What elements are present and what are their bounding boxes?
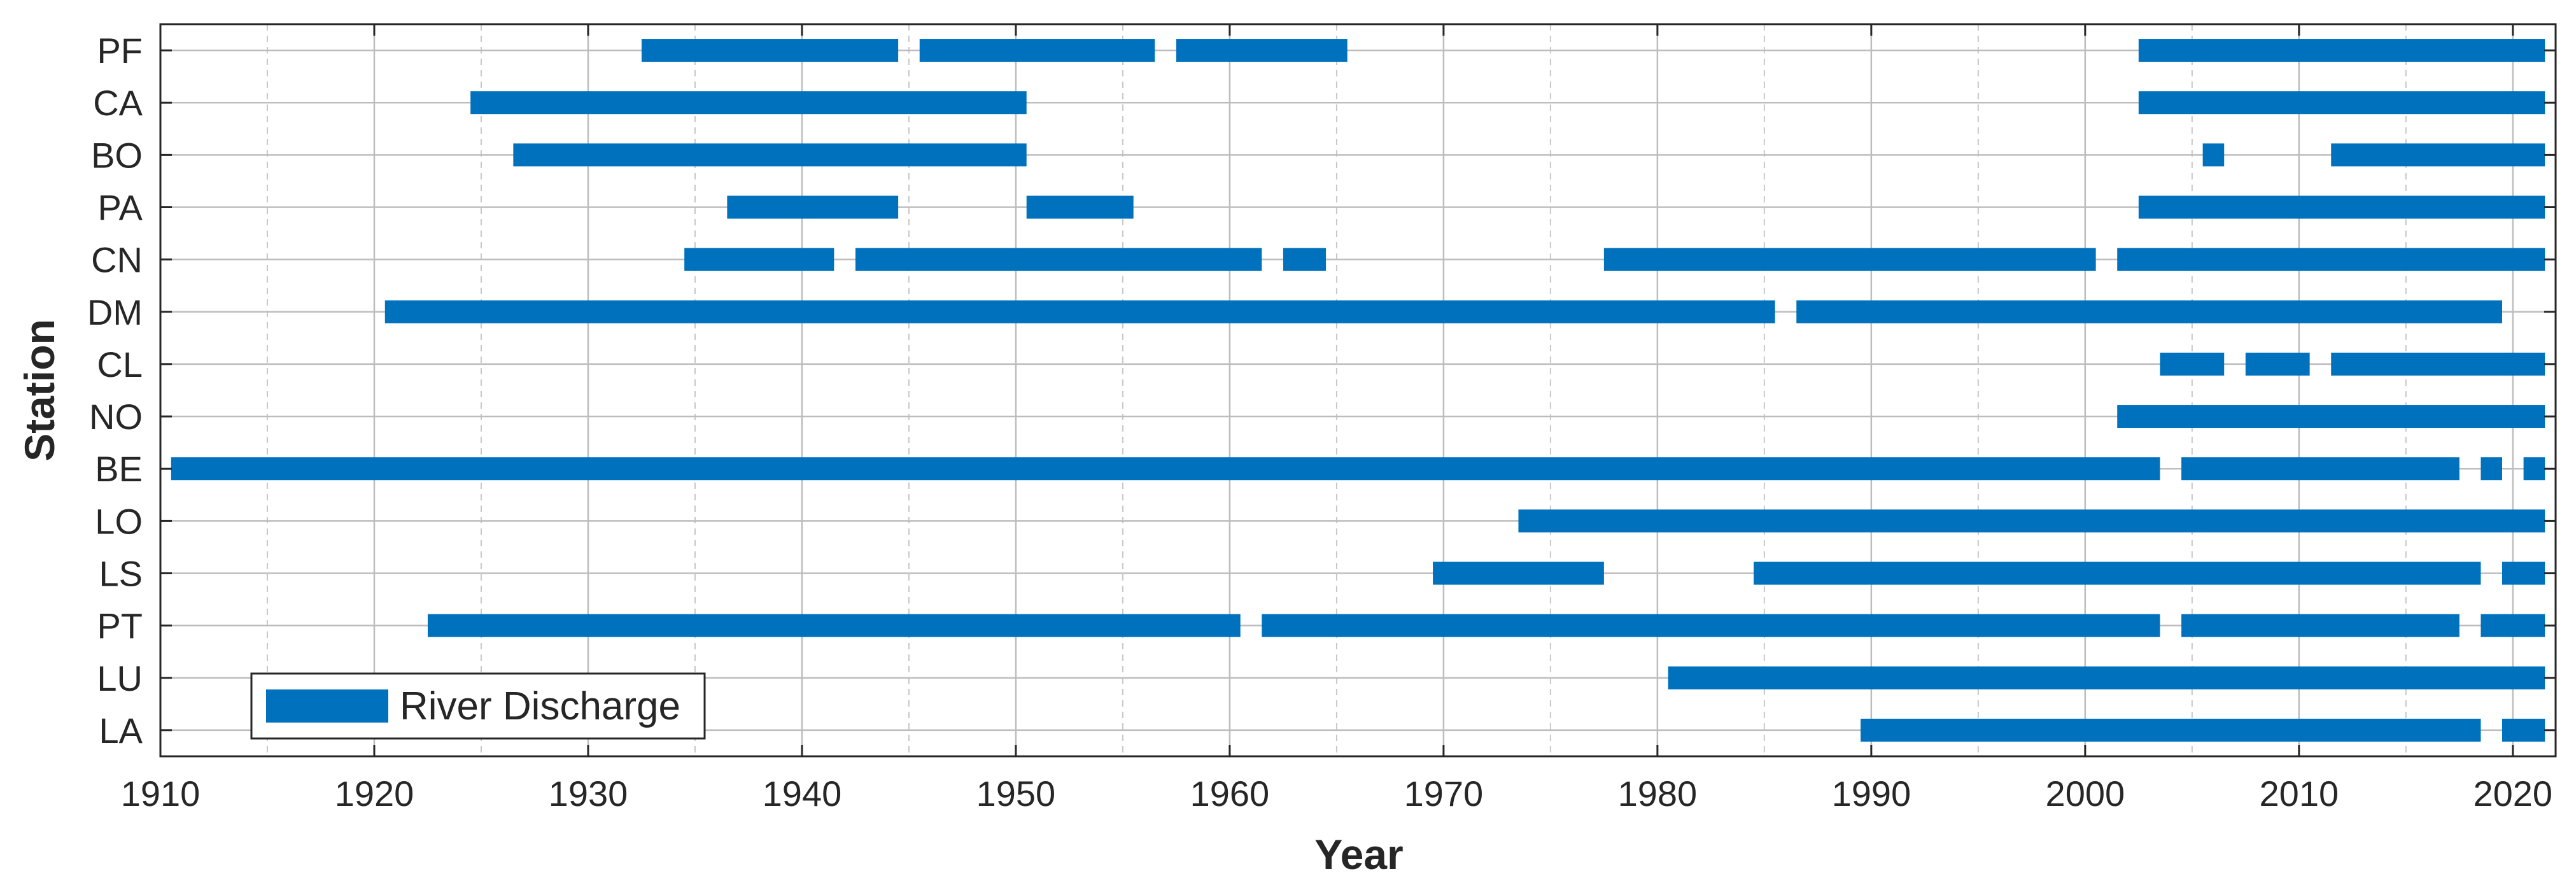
bar-BE-4	[2523, 457, 2545, 481]
x-tick-label-2020: 2020	[2474, 773, 2553, 814]
bar-PF-1	[641, 39, 899, 62]
bar-LS-1	[1433, 562, 1604, 585]
x-tick-label-1920: 1920	[335, 773, 414, 814]
y-tick-label-NO: NO	[89, 397, 143, 437]
legend-label: River Discharge	[400, 684, 680, 728]
bar-CA-1	[470, 91, 1027, 115]
bar-PT-3	[2181, 614, 2460, 637]
bar-LS-3	[2502, 562, 2545, 585]
bar-NO-1	[2117, 405, 2545, 428]
bar-CL-3	[2331, 352, 2545, 376]
bar-BO-3	[2331, 143, 2545, 167]
y-tick-label-LO: LO	[95, 501, 143, 541]
x-tick-label-1930: 1930	[549, 773, 628, 814]
bar-PF-2	[919, 39, 1155, 62]
bar-CN-2	[855, 248, 1262, 271]
bar-CN-3	[1283, 248, 1327, 271]
bar-PT-2	[1262, 614, 2160, 637]
bar-BE-3	[2481, 457, 2503, 481]
bar-PF-3	[1176, 39, 1348, 62]
y-tick-label-CL: CL	[97, 344, 143, 385]
bar-PT-4	[2481, 614, 2545, 637]
bar-DM-2	[1796, 300, 2503, 323]
x-tick-label-1970: 1970	[1404, 773, 1484, 814]
bar-CN-4	[1603, 248, 2096, 271]
bar-LO-1	[1518, 509, 2545, 533]
bar-PA-3	[2138, 195, 2545, 219]
y-tick-label-LU: LU	[97, 658, 143, 698]
bar-LA-1	[1861, 718, 2481, 742]
y-tick-label-CA: CA	[93, 83, 143, 123]
x-tick-label-2010: 2010	[2260, 773, 2339, 814]
bar-LS-2	[1754, 562, 2481, 585]
bar-PT-1	[427, 614, 1241, 637]
bar-BO-2	[2202, 143, 2225, 167]
plot-area-border	[159, 23, 2557, 758]
y-tick-label-PT: PT	[97, 606, 143, 646]
y-axis-title: Station	[16, 319, 63, 462]
x-axis-ticks: 1910 1920 1930 1940 1950 1960 1970 1980 1990 2000…	[121, 24, 2552, 814]
bar-BE-1	[171, 457, 2160, 481]
bar-LU-1	[1668, 666, 2545, 689]
bar-CN-1	[684, 248, 834, 271]
bar-BO-1	[513, 143, 1027, 167]
x-tick-label-1940: 1940	[763, 773, 842, 814]
y-tick-label-BE: BE	[95, 449, 143, 489]
bar-CL-1	[2160, 352, 2225, 376]
x-tick-label-1910: 1910	[121, 773, 201, 814]
bars-layer	[171, 39, 2545, 742]
bar-PF-4	[2138, 39, 2545, 62]
legend-swatch	[266, 689, 388, 723]
y-tick-label-CN: CN	[91, 240, 143, 280]
y-tick-label-LA: LA	[99, 710, 143, 751]
bar-CL-2	[2245, 352, 2310, 376]
legend: River Discharge	[250, 672, 706, 740]
x-tick-label-1990: 1990	[1832, 773, 1911, 814]
bar-PA-1	[727, 195, 899, 219]
x-tick-label-1950: 1950	[976, 773, 1056, 814]
y-tick-label-PF: PF	[97, 31, 143, 71]
y-axis-ticks: PF CA BO PA CN DM CL NO BE LO LS PT LU LA	[87, 31, 2556, 751]
x-tick-label-2000: 2000	[2046, 773, 2125, 814]
bar-BE-2	[2181, 457, 2460, 481]
bar-LA-2	[2502, 718, 2545, 742]
x-tick-label-1960: 1960	[1190, 773, 1270, 814]
y-tick-label-BO: BO	[91, 135, 143, 175]
x-tick-label-1980: 1980	[1618, 773, 1698, 814]
y-tick-label-PA: PA	[97, 188, 143, 228]
bar-CN-5	[2117, 248, 2545, 271]
bar-DM-1	[384, 300, 1775, 323]
x-axis-title: Year	[1314, 831, 1403, 878]
y-tick-label-DM: DM	[87, 292, 143, 332]
bar-PA-2	[1026, 195, 1134, 219]
y-tick-label-LS: LS	[99, 554, 143, 594]
bar-CA-2	[2138, 91, 2545, 115]
